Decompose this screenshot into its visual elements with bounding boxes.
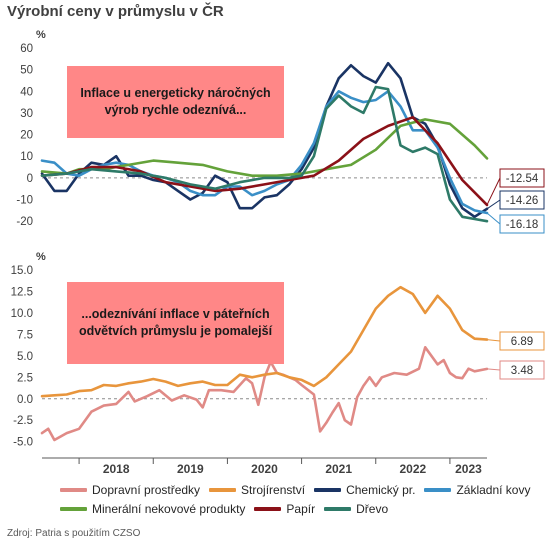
y-tick-label: 5.0 bbox=[17, 351, 33, 363]
legend-item-strojirenstvi: Strojírenství bbox=[209, 483, 305, 497]
x-tick-label: 2019 bbox=[177, 462, 204, 476]
x-tick-label: 2020 bbox=[251, 462, 278, 476]
legend-row-1: Dopravní prostředky Strojírenství Chemic… bbox=[60, 480, 530, 499]
source-note: Zdroj: Patria s použitím CZSO bbox=[7, 528, 141, 539]
page-title: Výrobní ceny v průmyslu v ČR bbox=[7, 3, 224, 20]
legend-item-dopravni: Dopravní prostředky bbox=[60, 483, 200, 497]
callout-leader bbox=[486, 212, 501, 225]
y-tick-label: 2.5 bbox=[17, 372, 33, 384]
x-tick-label: 2021 bbox=[325, 462, 352, 476]
end-value-label: 3.48 bbox=[511, 365, 533, 377]
y-tick-label: -2.5 bbox=[13, 415, 33, 427]
legend-swatch bbox=[314, 487, 342, 492]
legend-label: Základní kovy bbox=[456, 482, 531, 497]
x-tick-label: 2022 bbox=[399, 462, 426, 476]
legend: Dopravní prostředky Strojírenství Chemic… bbox=[60, 480, 530, 518]
legend-item-zakladni: Základní kovy bbox=[424, 483, 530, 497]
series-line-drevo bbox=[40, 85, 489, 223]
callout-box bbox=[499, 168, 545, 188]
y-tick-label: 0.0 bbox=[17, 394, 33, 406]
callout-leader bbox=[486, 368, 501, 371]
legend-label: Minerální nekovové produkty bbox=[92, 501, 246, 516]
callout-leader bbox=[486, 339, 501, 342]
legend-item-drevo: Dřevo bbox=[324, 502, 388, 516]
y-tick-label: -20 bbox=[16, 216, 33, 228]
callout-box bbox=[499, 360, 545, 380]
y-tick-label: 15.0 bbox=[11, 265, 33, 277]
legend-row-2: Minerální nekovové produkty Papír Dřevo bbox=[60, 499, 530, 518]
y-tick-label: 40 bbox=[20, 86, 33, 98]
callout-box bbox=[499, 190, 545, 210]
y-tick-label: 60 bbox=[20, 43, 33, 55]
y-unit-label: % bbox=[36, 251, 46, 263]
legend-swatch bbox=[60, 506, 87, 511]
legend-item-chemicky: Chemický pr. bbox=[314, 483, 415, 497]
legend-swatch bbox=[60, 487, 87, 492]
callout-box bbox=[499, 214, 545, 234]
y-tick-label: 7.5 bbox=[17, 329, 33, 341]
callout-leader bbox=[486, 177, 501, 206]
y-tick-label: 12.5 bbox=[11, 286, 33, 298]
y-unit-label: % bbox=[36, 29, 46, 41]
y-tick-label: 0 bbox=[27, 173, 33, 185]
legend-item-mineralni: Minerální nekovové produkty bbox=[60, 502, 245, 516]
series-line-mineralni bbox=[40, 118, 489, 177]
legend-swatch bbox=[209, 487, 237, 492]
y-tick-label: 10 bbox=[20, 151, 33, 163]
end-value-label: -16.18 bbox=[506, 219, 539, 231]
legend-swatch bbox=[424, 487, 452, 492]
annotation-energy-intensive: Inflace u energeticky náročných výrob ry… bbox=[67, 66, 284, 138]
legend-label: Papír bbox=[286, 501, 316, 516]
y-tick-label: 30 bbox=[20, 108, 33, 120]
end-value-label: -12.54 bbox=[506, 173, 539, 185]
end-value-label: 6.89 bbox=[511, 336, 533, 348]
annotation-core-industries: ...odeznívání inflace v páteřních odvětv… bbox=[67, 282, 284, 364]
legend-label: Dopravní prostředky bbox=[92, 482, 201, 497]
callout-leader bbox=[486, 199, 501, 210]
top-panel: % -20 -10 0 10 20 30 40 50 60 -12.54 -14.26 -16.18 bbox=[16, 29, 545, 234]
series-line-zakladni bbox=[40, 90, 489, 215]
bottom-panel: % -5.0 -2.5 0.0 2.5 5.0 7.5 10.0 12.5 15.0 6.89 3.4… bbox=[11, 251, 545, 449]
callout-box bbox=[499, 331, 545, 351]
series-line-papir bbox=[40, 116, 489, 207]
legend-label: Chemický pr. bbox=[346, 482, 416, 497]
legend-label: Dřevo bbox=[356, 501, 389, 516]
y-tick-label: 20 bbox=[20, 130, 33, 142]
y-tick-label: 50 bbox=[20, 65, 33, 77]
x-tick-label: 2023 bbox=[455, 462, 482, 476]
y-tick-label: -5.0 bbox=[13, 437, 33, 449]
x-tick-label: 2018 bbox=[103, 462, 130, 476]
legend-swatch bbox=[324, 506, 352, 511]
y-tick-label: -10 bbox=[16, 195, 33, 207]
legend-item-papir: Papír bbox=[254, 502, 315, 516]
series-line-strojirenstvi bbox=[40, 285, 489, 398]
end-value-label: -14.26 bbox=[506, 195, 539, 207]
legend-label: Strojírenství bbox=[241, 482, 306, 497]
y-tick-label: 10.0 bbox=[11, 308, 33, 320]
x-axis: 2018 2019 2020 2021 2022 2023 bbox=[42, 457, 487, 476]
legend-swatch bbox=[254, 506, 282, 511]
